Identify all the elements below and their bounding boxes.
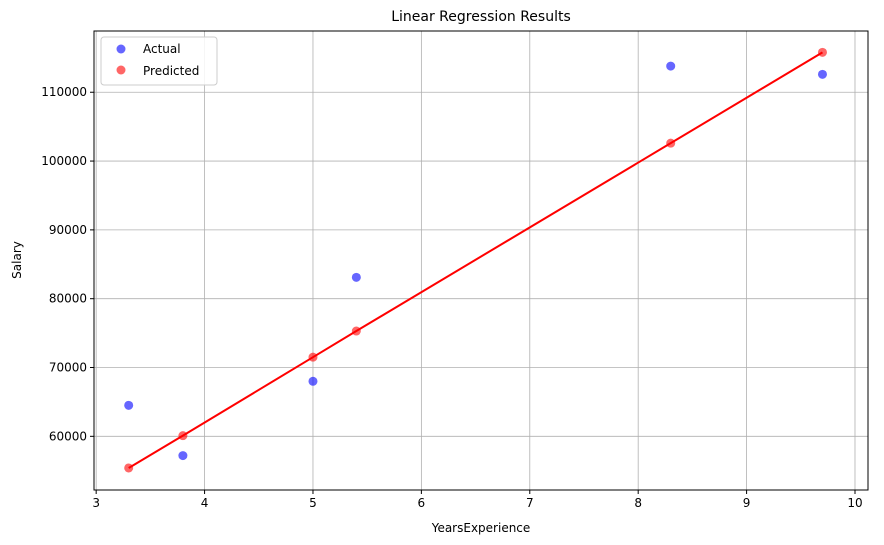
point-predicted	[178, 431, 188, 441]
x-axis-label: YearsExperience	[431, 521, 531, 535]
x-axis: 3 4 5 6 7 8 9 10	[92, 490, 863, 510]
legend: Actual Predicted	[100, 36, 218, 86]
x-tick-label: 6	[418, 496, 426, 510]
legend-marker-predicted	[116, 65, 126, 75]
regression-line	[128, 51, 823, 469]
point-actual	[178, 451, 188, 461]
x-tick-label: 3	[92, 496, 100, 510]
y-axis-label: Salary	[10, 241, 24, 279]
point-actual	[351, 272, 361, 282]
x-tick-label: 4	[201, 496, 209, 510]
series-layer	[124, 47, 827, 473]
point-predicted	[666, 138, 676, 148]
point-actual	[124, 400, 134, 410]
y-tick-label: 100000	[41, 154, 87, 168]
plot-frame	[93, 30, 869, 491]
point-actual	[817, 69, 827, 79]
chart-title: Linear Regression Results	[391, 9, 571, 25]
x-tick-label: 5	[309, 496, 317, 510]
y-tick-label: 60000	[49, 429, 87, 443]
point-predicted	[308, 352, 318, 362]
y-tick-label: 90000	[49, 223, 87, 237]
x-tick-label: 8	[634, 496, 642, 510]
point-predicted	[817, 47, 827, 57]
x-tick-label: 7	[526, 496, 534, 510]
y-tick-label: 110000	[41, 85, 87, 99]
legend-label-actual: Actual	[143, 42, 181, 56]
legend-marker-actual	[116, 44, 126, 54]
point-actual	[308, 376, 318, 386]
point-predicted	[351, 326, 361, 336]
point-actual	[666, 61, 676, 71]
point-predicted	[124, 463, 134, 473]
x-tick-label: 9	[743, 496, 751, 510]
x-tick-label: 10	[847, 496, 862, 510]
legend-box	[100, 36, 218, 86]
y-tick-label: 70000	[49, 361, 87, 375]
y-tick-label: 80000	[49, 292, 87, 306]
y-axis: 60000 70000 80000 90000 100000 110000	[41, 85, 94, 443]
legend-label-predicted: Predicted	[143, 64, 199, 78]
grid	[94, 31, 868, 490]
